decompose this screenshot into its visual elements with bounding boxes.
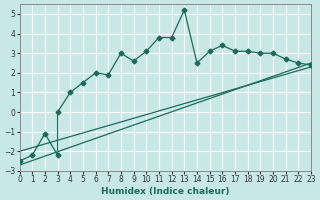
X-axis label: Humidex (Indice chaleur): Humidex (Indice chaleur) <box>101 187 229 196</box>
